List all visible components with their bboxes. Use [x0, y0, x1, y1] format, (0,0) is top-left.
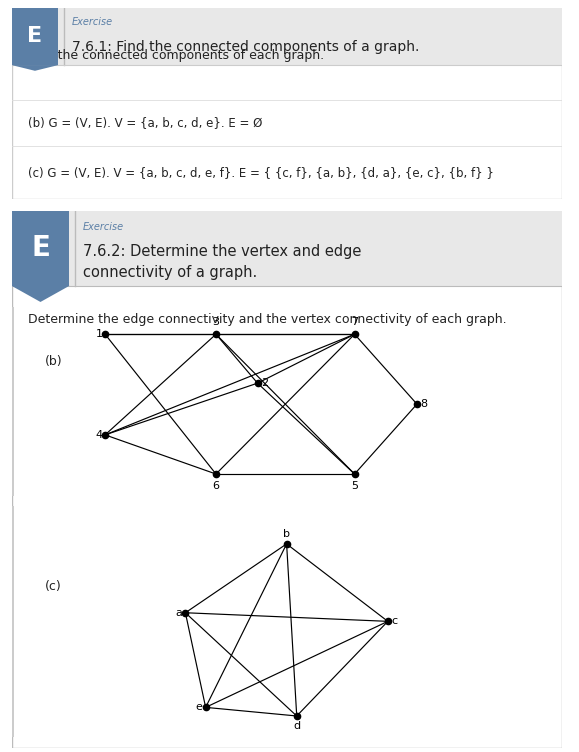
Text: Exercise: Exercise — [72, 17, 113, 27]
Text: Determine the edge connectivity and the vertex connectivity of each graph.: Determine the edge connectivity and the … — [28, 313, 507, 326]
Text: E: E — [31, 234, 50, 262]
FancyBboxPatch shape — [12, 8, 562, 199]
Text: 2: 2 — [261, 378, 268, 388]
Text: Exercise: Exercise — [83, 222, 124, 232]
Text: c: c — [391, 617, 398, 626]
Text: E: E — [27, 26, 42, 47]
Text: 7.6.1: Find the connected components of a graph.: 7.6.1: Find the connected components of … — [72, 40, 419, 53]
Text: d: d — [293, 721, 301, 731]
Polygon shape — [12, 65, 58, 71]
Text: 5: 5 — [351, 481, 358, 491]
Text: b: b — [283, 529, 290, 538]
Text: 7.6.2: Determine the vertex and edge: 7.6.2: Determine the vertex and edge — [83, 244, 361, 259]
Text: 6: 6 — [212, 481, 219, 491]
Text: (c) G = (V, E). V = {a, b, c, d, e, f}. E = { {c, f}, {a, b}, {d, a}, {e, c}, {b: (c) G = (V, E). V = {a, b, c, d, e, f}. … — [28, 166, 494, 179]
FancyBboxPatch shape — [12, 308, 14, 496]
FancyBboxPatch shape — [12, 8, 58, 65]
Text: 1: 1 — [96, 329, 102, 339]
Text: 7: 7 — [351, 317, 358, 327]
FancyBboxPatch shape — [12, 211, 69, 286]
Polygon shape — [12, 286, 69, 302]
Text: (c): (c) — [45, 581, 61, 593]
Text: 8: 8 — [420, 399, 427, 409]
Text: a: a — [175, 608, 182, 617]
FancyBboxPatch shape — [12, 506, 14, 738]
Text: (b): (b) — [45, 355, 62, 368]
Text: 4: 4 — [96, 430, 102, 440]
FancyBboxPatch shape — [12, 211, 562, 286]
FancyBboxPatch shape — [12, 8, 562, 65]
Text: e: e — [195, 702, 202, 712]
Text: (b) G = (V, E). V = {a, b, c, d, e}. E = Ø: (b) G = (V, E). V = {a, b, c, d, e}. E =… — [28, 116, 262, 129]
Text: Find the connected components of each graph.: Find the connected components of each gr… — [28, 49, 324, 62]
Text: connectivity of a graph.: connectivity of a graph. — [83, 265, 257, 280]
Text: 3: 3 — [212, 317, 219, 327]
FancyBboxPatch shape — [12, 211, 562, 748]
